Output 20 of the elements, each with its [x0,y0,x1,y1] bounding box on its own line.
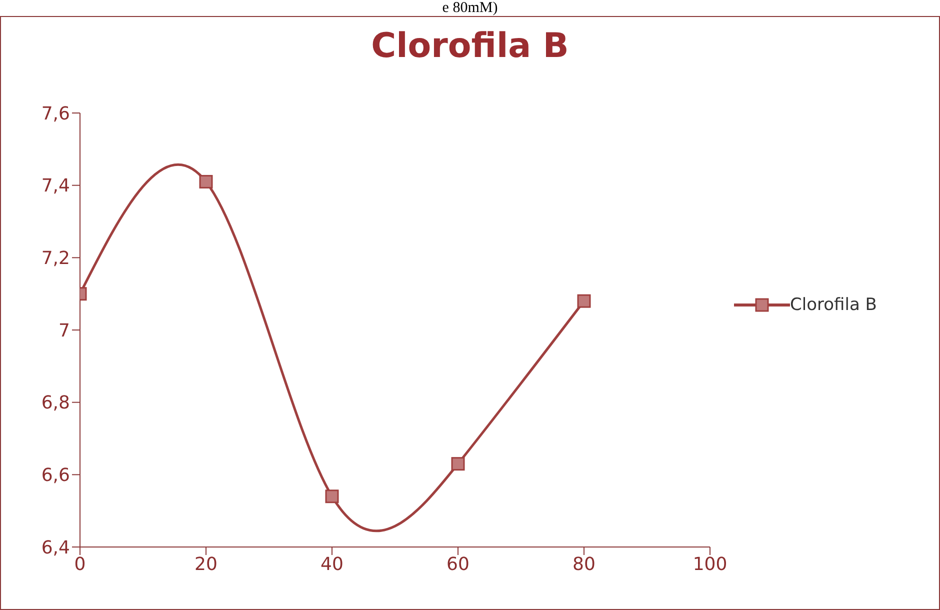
text: e 80mM) [441,0,499,17]
x-tick-label: 100 [692,554,728,575]
point [325,490,339,504]
y-tick-label: 7 [58,320,70,342]
y-tick-label: 7,4 [41,176,70,197]
point [451,457,465,471]
x-tick-label: 0 [74,554,86,575]
y-tick-label: 6,8 [41,392,70,414]
x-tick-label: 20 [194,554,218,575]
y-tick-label: 6,4 [41,537,70,558]
point [577,294,591,308]
x-tick-label: 40 [320,554,344,575]
y-tick-label: 6,6 [41,465,70,486]
x-tick-label: 60 [446,554,470,575]
chart-title: Clorofila B [370,26,570,66]
y-tick-label: 7,6 [41,103,70,124]
x-tick-label: 80 [572,554,596,575]
y-tick-label: 7,2 [41,248,70,270]
point [199,174,213,188]
legend-label: Clorofila B [790,295,877,315]
